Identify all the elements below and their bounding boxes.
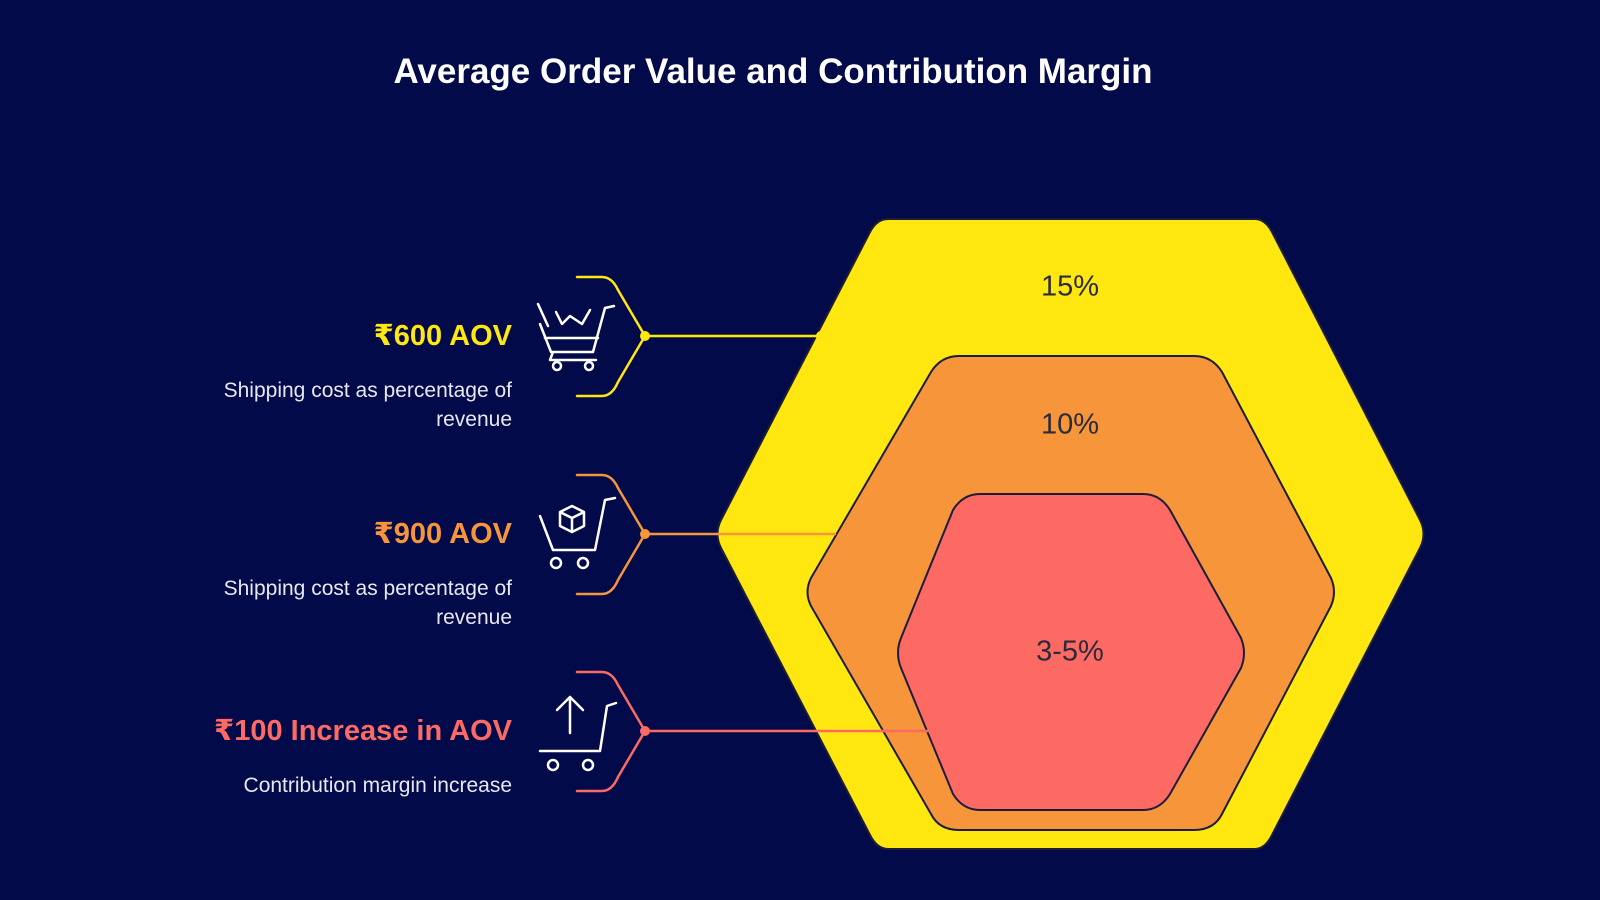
cart-box-icon — [538, 496, 617, 570]
dot — [640, 331, 650, 341]
dot — [640, 529, 650, 539]
bracket — [575, 670, 647, 793]
item-heading: ₹900 AOV — [373, 518, 512, 550]
item-description: Shipping cost as percentage of revenue — [223, 379, 512, 431]
layer-label: 3-5% — [1036, 636, 1104, 668]
item-description: Contribution margin increase — [243, 774, 512, 797]
bracket — [575, 473, 647, 596]
item-heading: ₹600 AOV — [373, 320, 512, 352]
cart-icon — [536, 302, 616, 372]
title: Average Order Value and Contribution Mar… — [393, 52, 1153, 91]
dot — [816, 331, 826, 341]
bracket — [575, 275, 647, 398]
cart-up-icon — [538, 695, 618, 772]
item-heading: ₹100 Increase in AOV — [214, 715, 512, 747]
dot — [640, 726, 650, 736]
hex-inner — [897, 493, 1245, 811]
layer-label: 10% — [1041, 409, 1099, 441]
item-description: Shipping cost as percentage of revenue — [223, 577, 512, 629]
layer-label: 15% — [1041, 271, 1099, 303]
